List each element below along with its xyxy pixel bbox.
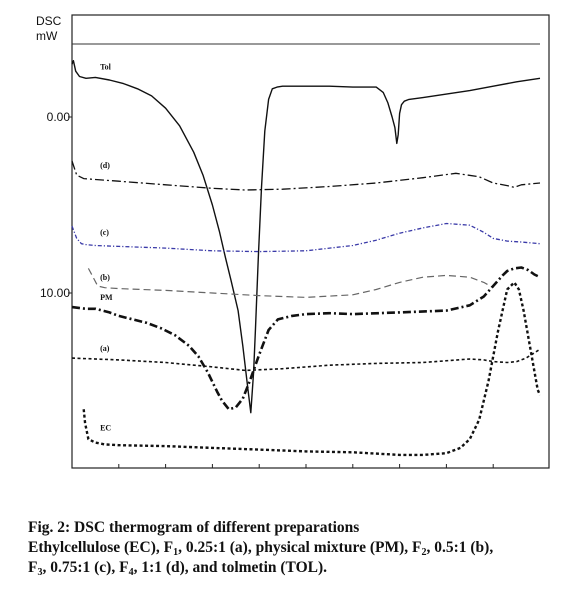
caption-line-3-sub-1: 3 <box>37 567 43 578</box>
caption-line-3-part-1: F <box>28 559 38 576</box>
caption-line-2-part-1: Ethylcellulose (EC), F <box>28 539 174 556</box>
series-label-0: Tol <box>100 62 112 71</box>
series-line-0 <box>71 60 541 414</box>
plot-frame <box>71 14 550 469</box>
y-tick-label-0: 0.00 <box>47 110 71 124</box>
y-axis-label-line2: mW <box>36 29 58 43</box>
series-label-2: (c) <box>100 228 109 237</box>
series-label-6: EC <box>100 423 111 432</box>
series-labels: Tol (d) (c) (b) PM (a) EC <box>100 62 113 432</box>
caption-line-2-sub-2: 2 <box>421 547 427 558</box>
series-label-1: (d) <box>100 161 110 170</box>
y-tick-label-1: 10.00 <box>40 286 70 300</box>
dsc-chart: DSC mW 0.00 10.00 Tol (d) (c) (b) PM (a) EC <box>36 14 550 469</box>
series-line-1 <box>71 160 541 191</box>
caption-line-2-part-3: , 0.5:1 (b), <box>426 539 494 556</box>
series-line-4 <box>71 266 541 411</box>
series-line-2 <box>71 222 541 253</box>
caption-line-2-part-2: , 0.25:1 (a), physical mixture (PM), F <box>178 539 422 556</box>
series-line-6 <box>82 281 542 457</box>
series-line-5 <box>71 348 541 372</box>
caption-line-3-part-3: , 1:1 (d), and tolmetin (TOL). <box>133 559 328 576</box>
series-label-3: (b) <box>100 273 110 282</box>
caption-line-3: F3, 0.75:1 (c), F4, 1:1 (d), and tolmeti… <box>28 558 558 578</box>
caption-line-1: Fig. 2: DSC thermogram of different prep… <box>28 519 360 536</box>
caption-line-3-part-2: , 0.75:1 (c), F <box>42 559 129 576</box>
series-line-3 <box>87 268 494 298</box>
y-axis-label-line1: DSC <box>36 14 62 28</box>
caption-line-3-sub-2: 4 <box>128 567 134 578</box>
caption-line-2: Ethylcellulose (EC), F1, 0.25:1 (a), phy… <box>28 538 558 558</box>
caption-line-2-sub-1: 1 <box>173 547 179 558</box>
series-label-4: PM <box>100 293 113 302</box>
figure-caption: Fig. 2: DSC thermogram of different prep… <box>28 518 558 578</box>
axis-ticks <box>68 116 494 468</box>
series-layer <box>71 60 542 457</box>
series-label-5: (a) <box>100 344 110 353</box>
